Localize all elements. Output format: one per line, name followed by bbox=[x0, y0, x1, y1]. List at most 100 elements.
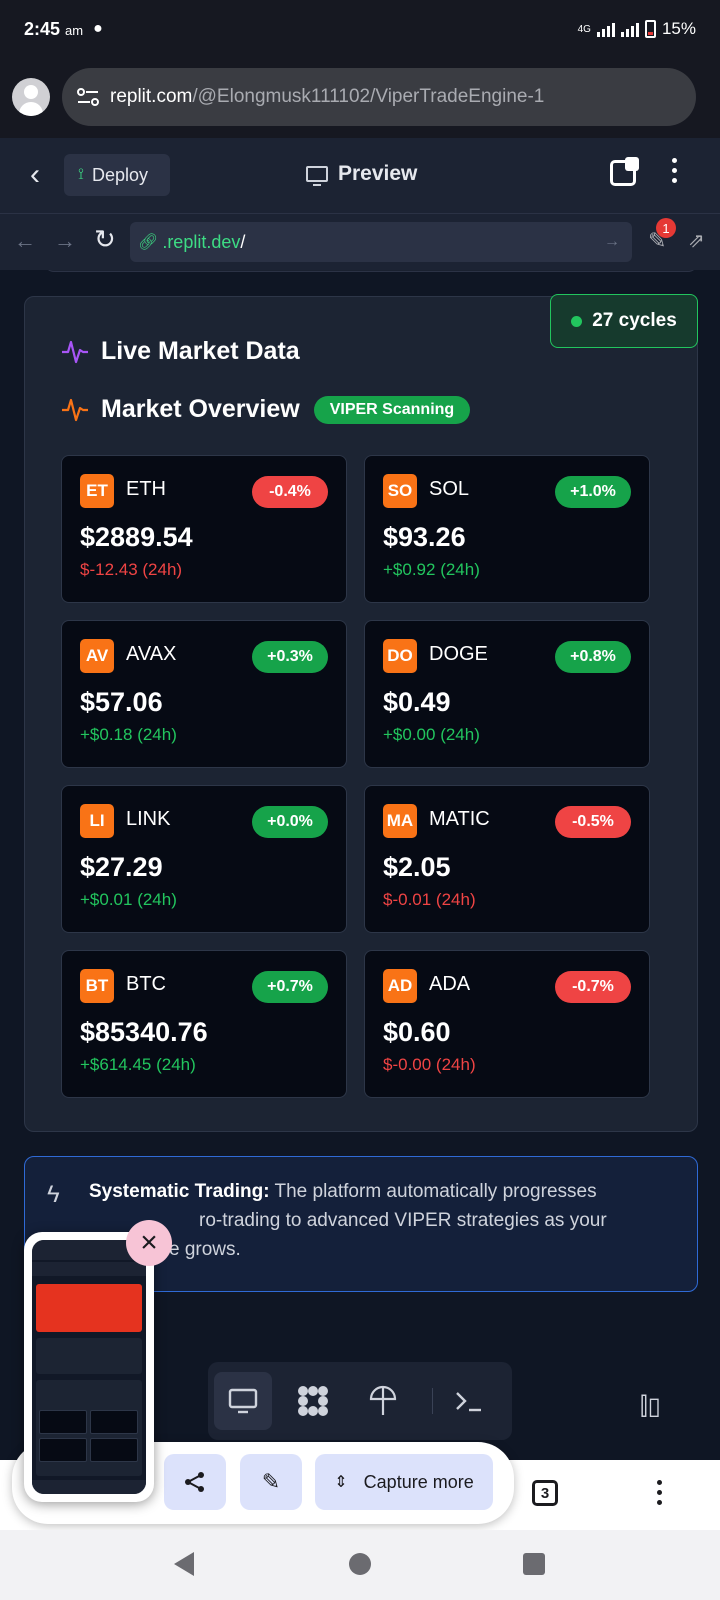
url-bar[interactable]: replit.com/@Elongmusk111102/ViperTradeEn… bbox=[62, 68, 696, 126]
reload-icon[interactable]: ↻ bbox=[94, 224, 116, 254]
coin-card-sol[interactable]: SO SOL +1.0% $93.26 +$0.92 (24h) bbox=[364, 455, 650, 603]
signal-icon-2 bbox=[620, 21, 639, 37]
viper-scanning-badge: VIPER Scanning bbox=[313, 395, 471, 424]
coin-price: $0.49 bbox=[383, 687, 451, 717]
coin-symbol: MATIC bbox=[429, 808, 490, 830]
coin-card-link[interactable]: LI LINK +0.0% $27.29 +$0.01 (24h) bbox=[61, 785, 347, 933]
nav-back-icon[interactable]: ← bbox=[14, 228, 36, 253]
deploy-icon[interactable] bbox=[354, 1372, 412, 1430]
preview-title: Preview bbox=[306, 162, 417, 186]
coin-logo: MA bbox=[383, 804, 417, 838]
activity-icon bbox=[62, 340, 88, 363]
apps-icon[interactable] bbox=[284, 1372, 342, 1430]
thumbnail-alert bbox=[36, 1284, 142, 1332]
status-time: 2:45 am bbox=[24, 18, 84, 39]
open-external-icon[interactable]: ⇗ bbox=[688, 230, 705, 252]
preview-content: Live Market Data Market Overview VIPER S… bbox=[0, 270, 720, 1340]
nav-forward-icon[interactable]: → bbox=[54, 228, 76, 253]
battery-icon bbox=[644, 20, 656, 38]
coin-price: $27.29 bbox=[80, 852, 163, 882]
url-path: /@Elongmusk111102/ViperTradeEngine-1 bbox=[192, 86, 545, 107]
network-label: 4G bbox=[577, 23, 591, 35]
activity-orange-icon bbox=[62, 398, 88, 421]
capture-more-menu-icon[interactable] bbox=[657, 1480, 662, 1505]
deploy-icon: ⟟ bbox=[78, 166, 84, 183]
go-arrow-icon[interactable]: → bbox=[604, 233, 620, 250]
status-indicators: 4G 15% bbox=[578, 19, 696, 39]
coin-card-doge[interactable]: DO DOGE +0.8% $0.49 +$0.00 (24h) bbox=[364, 620, 650, 768]
tabs-icon[interactable] bbox=[610, 157, 639, 186]
deploy-label: Deploy bbox=[91, 164, 148, 185]
coin-symbol: ETH bbox=[126, 478, 166, 500]
replit-header: ‹ ⟟ Deploy Preview bbox=[0, 138, 720, 214]
battery-percent: 15% bbox=[661, 19, 696, 38]
devtools-badge: 1 bbox=[656, 218, 676, 238]
close-thumbnail-icon[interactable]: × bbox=[126, 1220, 172, 1266]
system-back-icon[interactable] bbox=[174, 1552, 194, 1576]
change-pill: +0.0% bbox=[252, 806, 328, 838]
coin-logo: AD bbox=[383, 969, 417, 1003]
notification-icon: ● bbox=[93, 20, 103, 37]
more-menu-icon[interactable] bbox=[672, 158, 677, 183]
change-pill: +0.3% bbox=[252, 641, 328, 673]
back-button[interactable]: ‹ bbox=[30, 158, 40, 191]
market-overview-heading: Market Overview VIPER Scanning bbox=[61, 395, 471, 424]
preview-address-field[interactable]: 🔗︎ .replit.dev / → bbox=[130, 222, 632, 262]
toolbar-divider bbox=[432, 1388, 433, 1414]
capture-more-label: Capture more bbox=[363, 1471, 474, 1492]
coin-price: $2889.54 bbox=[80, 522, 193, 552]
site-settings-icon[interactable] bbox=[76, 87, 100, 107]
coin-logo: SO bbox=[383, 474, 417, 508]
profile-avatar[interactable] bbox=[12, 78, 50, 116]
coin-symbol: AVAX bbox=[126, 643, 177, 665]
workspace-toolbar bbox=[208, 1362, 512, 1440]
status-dot-icon bbox=[571, 315, 583, 327]
coin-logo: ET bbox=[80, 474, 114, 508]
coin-symbol: BTC bbox=[126, 973, 166, 995]
status-bar: 2:45 am ● 4G 15% bbox=[0, 0, 720, 58]
coin-price: $85340.76 bbox=[80, 1017, 208, 1047]
market-overview-title: Market Overview bbox=[101, 395, 300, 423]
coin-change-24h: $-12.43 (24h) bbox=[80, 560, 183, 579]
change-pill: -0.7% bbox=[555, 971, 631, 1003]
monitor-icon bbox=[306, 166, 328, 186]
tab-count-icon[interactable]: 3 bbox=[532, 1480, 558, 1506]
coin-card-ada[interactable]: AD ADA -0.7% $0.60 $-0.00 (24h) bbox=[364, 950, 650, 1098]
coin-change-24h: +$0.01 (24h) bbox=[80, 890, 177, 909]
url-host: replit.com bbox=[110, 86, 193, 107]
panel-toggle-icon[interactable]: ⫿▯ bbox=[640, 1393, 661, 1420]
capture-more-button[interactable]: ⇕ Capture more bbox=[315, 1454, 493, 1510]
coin-symbol: DOGE bbox=[429, 643, 488, 665]
change-pill: +0.7% bbox=[252, 971, 328, 1003]
screenshot-thumbnail[interactable] bbox=[24, 1232, 154, 1502]
coin-symbol: ADA bbox=[429, 973, 471, 995]
address-domain: .replit.dev bbox=[162, 231, 241, 252]
live-market-title: Live Market Data bbox=[101, 337, 300, 365]
preview-browser-bar: ← → ↻ 🔗︎ .replit.dev / → ✎ 1 ⇗ bbox=[0, 214, 720, 270]
thumbnail-preview bbox=[32, 1240, 146, 1494]
edit-icon[interactable]: ✎ bbox=[240, 1454, 302, 1510]
coin-symbol: LINK bbox=[126, 808, 171, 830]
address-path: / bbox=[240, 231, 246, 252]
previous-card-edge bbox=[44, 270, 698, 272]
coin-logo: LI bbox=[80, 804, 114, 838]
coin-change-24h: $-0.01 (24h) bbox=[383, 890, 476, 909]
banner-text: Systematic Trading: The platform automat… bbox=[89, 1181, 607, 1260]
deploy-button[interactable]: ⟟ Deploy bbox=[64, 154, 170, 196]
monitor-icon[interactable] bbox=[214, 1372, 272, 1430]
shell-icon[interactable] bbox=[440, 1372, 498, 1430]
coin-card-avax[interactable]: AV AVAX +0.3% $57.06 +$0.18 (24h) bbox=[61, 620, 347, 768]
coin-change-24h: +$0.00 (24h) bbox=[383, 725, 480, 744]
share-icon[interactable] bbox=[164, 1454, 226, 1510]
system-home-icon[interactable] bbox=[349, 1553, 371, 1575]
coin-price: $57.06 bbox=[80, 687, 163, 717]
coin-symbol: SOL bbox=[429, 478, 470, 500]
coin-card-btc[interactable]: BT BTC +0.7% $85340.76 +$614.45 (24h) bbox=[61, 950, 347, 1098]
coin-card-matic[interactable]: MA MATIC -0.5% $2.05 $-0.01 (24h) bbox=[364, 785, 650, 933]
cycles-badge: 27 cycles bbox=[550, 294, 698, 348]
browser-url-area: replit.com/@Elongmusk111102/ViperTradeEn… bbox=[0, 58, 720, 138]
system-recents-icon[interactable] bbox=[523, 1553, 545, 1575]
coin-card-eth[interactable]: ET ETH -0.4% $2889.54 $-12.43 (24h) bbox=[61, 455, 347, 603]
change-pill: -0.4% bbox=[252, 476, 328, 508]
expand-icon: ⇕ bbox=[334, 1474, 348, 1491]
